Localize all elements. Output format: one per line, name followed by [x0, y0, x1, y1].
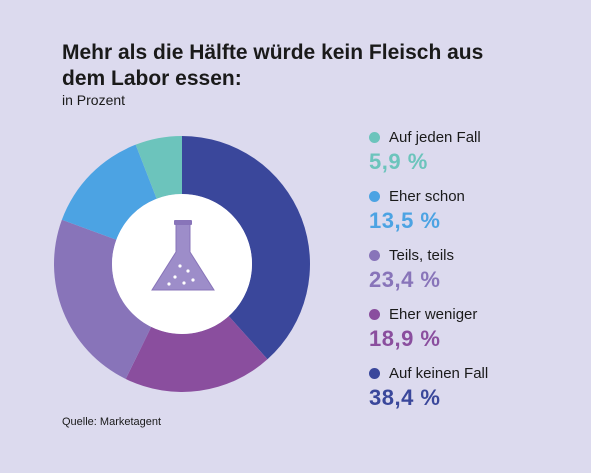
legend-dot-icon — [369, 249, 380, 261]
legend-dot-icon — [369, 190, 380, 202]
legend-label: Teils, teils — [389, 246, 455, 264]
legend-label: Auf jeden Fall — [389, 128, 481, 146]
donut-slice-auf-keinen-fall — [182, 136, 310, 360]
donut-slice-auf-jeden-fall — [135, 136, 182, 199]
source-note: Quelle: Marketagent — [62, 416, 162, 428]
legend-value: 5,9 % — [369, 149, 428, 174]
legend-item-teils-teils: Teils, teils 23,4 % — [369, 246, 579, 305]
legend-label: Eher weniger — [389, 305, 478, 323]
legend-item-auf-keinen-fall: Auf keinen Fall 38,4 % — [369, 364, 579, 423]
donut-slice-eher-schon — [61, 144, 157, 240]
donut-slice-eher-weniger — [125, 316, 268, 392]
legend-label: Auf keinen Fall — [389, 364, 489, 382]
legend-label: Eher schon — [389, 187, 465, 205]
legend-dot-icon — [369, 367, 380, 379]
chart-title: Mehr als die Hälfte würde kein Fleisch a… — [62, 41, 484, 90]
legend-item-eher-weniger: Eher weniger 18,9 % — [369, 305, 579, 364]
legend-value: 18,9 % — [369, 326, 441, 351]
lab-flask-icon — [151, 220, 215, 291]
legend-dot-icon — [369, 131, 380, 143]
chart-legend: Auf jeden Fall 5,9 % Eher schon 13,5 % T… — [369, 128, 579, 423]
legend-value: 13,5 % — [369, 208, 441, 233]
chart-subtitle: in Prozent — [62, 92, 126, 108]
donut-slice-teils-teils — [53, 219, 152, 379]
legend-item-auf-jeden-fall: Auf jeden Fall 5,9 % — [369, 128, 579, 187]
legend-value: 38,4 % — [369, 385, 441, 410]
legend-dot-icon — [369, 308, 380, 320]
donut-slices — [53, 136, 310, 392]
legend-item-eher-schon: Eher schon 13,5 % — [369, 187, 579, 246]
legend-value: 23,4 % — [369, 267, 441, 292]
